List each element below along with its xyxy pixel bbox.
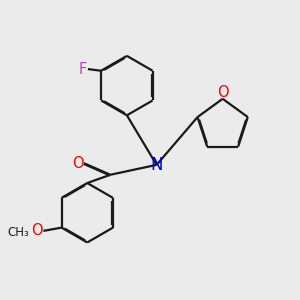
Text: CH₃: CH₃ xyxy=(8,226,29,239)
Text: O: O xyxy=(72,156,84,171)
Text: O: O xyxy=(31,224,43,238)
Text: O: O xyxy=(217,85,229,100)
Text: F: F xyxy=(79,61,87,76)
Text: N: N xyxy=(150,156,163,174)
